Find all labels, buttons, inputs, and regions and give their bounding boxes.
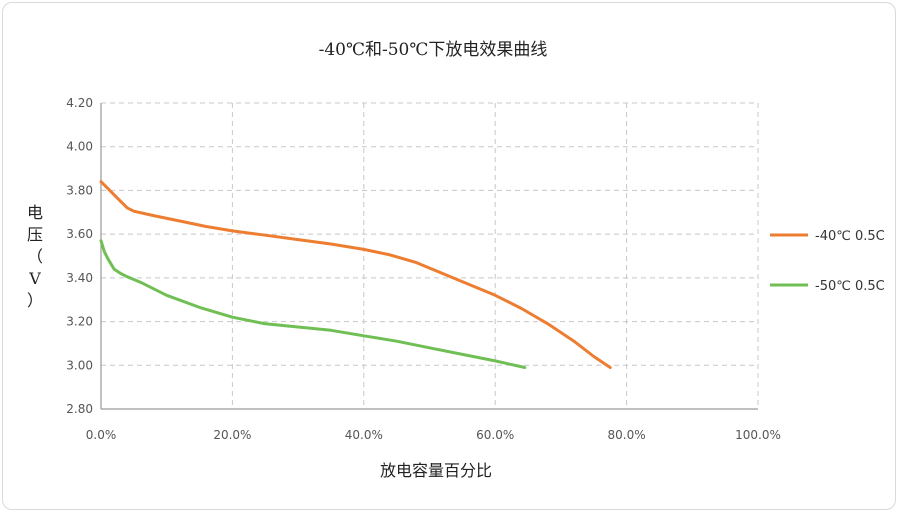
y-tick-label: 4.00 [66, 140, 93, 154]
x-tick-label: 100.0% [735, 428, 781, 442]
y-axis-ticks: 2.80 3.00 3.20 3.40 3.60 3.80 4.00 4.20 [66, 96, 93, 416]
y-tick-label: 4.20 [66, 96, 93, 110]
y-axis-title: 电压（ V） [27, 203, 43, 310]
y-tick-label: 3.60 [66, 227, 93, 241]
grid [101, 102, 759, 409]
y-tick-label: 3.80 [66, 183, 93, 197]
legend: -40℃ 0.5C -50℃ 0.5C [770, 229, 885, 294]
series-line-2 [99, 239, 527, 369]
x-tick-label: 40.0% [345, 428, 383, 442]
y-tick-label: 3.40 [66, 271, 93, 285]
y-tick-label: 2.80 [66, 402, 93, 416]
y-tick-label: 3.20 [66, 315, 93, 329]
legend-label: -40℃ 0.5C [815, 229, 885, 244]
legend-label: -50℃ 0.5C [815, 279, 885, 294]
x-tick-label: 80.0% [608, 428, 646, 442]
series-line-1 [99, 180, 612, 369]
series [99, 180, 612, 369]
x-axis-title: 放电容量百分比 [380, 461, 492, 480]
x-axis-ticks: 0.0% 20.0% 40.0% 60.0% 80.0% 100.0% [86, 428, 781, 442]
x-tick-label: 0.0% [86, 428, 117, 442]
x-tick-label: 60.0% [476, 428, 514, 442]
chart: -40℃和-50℃下放电效果曲线 2.80 3.00 3.20 3.40 3.60 3.8… [27, 40, 885, 480]
chart-title: -40℃和-50℃下放电效果曲线 [319, 40, 548, 60]
x-tick-label: 20.0% [213, 428, 251, 442]
y-tick-label: 3.00 [66, 358, 93, 372]
